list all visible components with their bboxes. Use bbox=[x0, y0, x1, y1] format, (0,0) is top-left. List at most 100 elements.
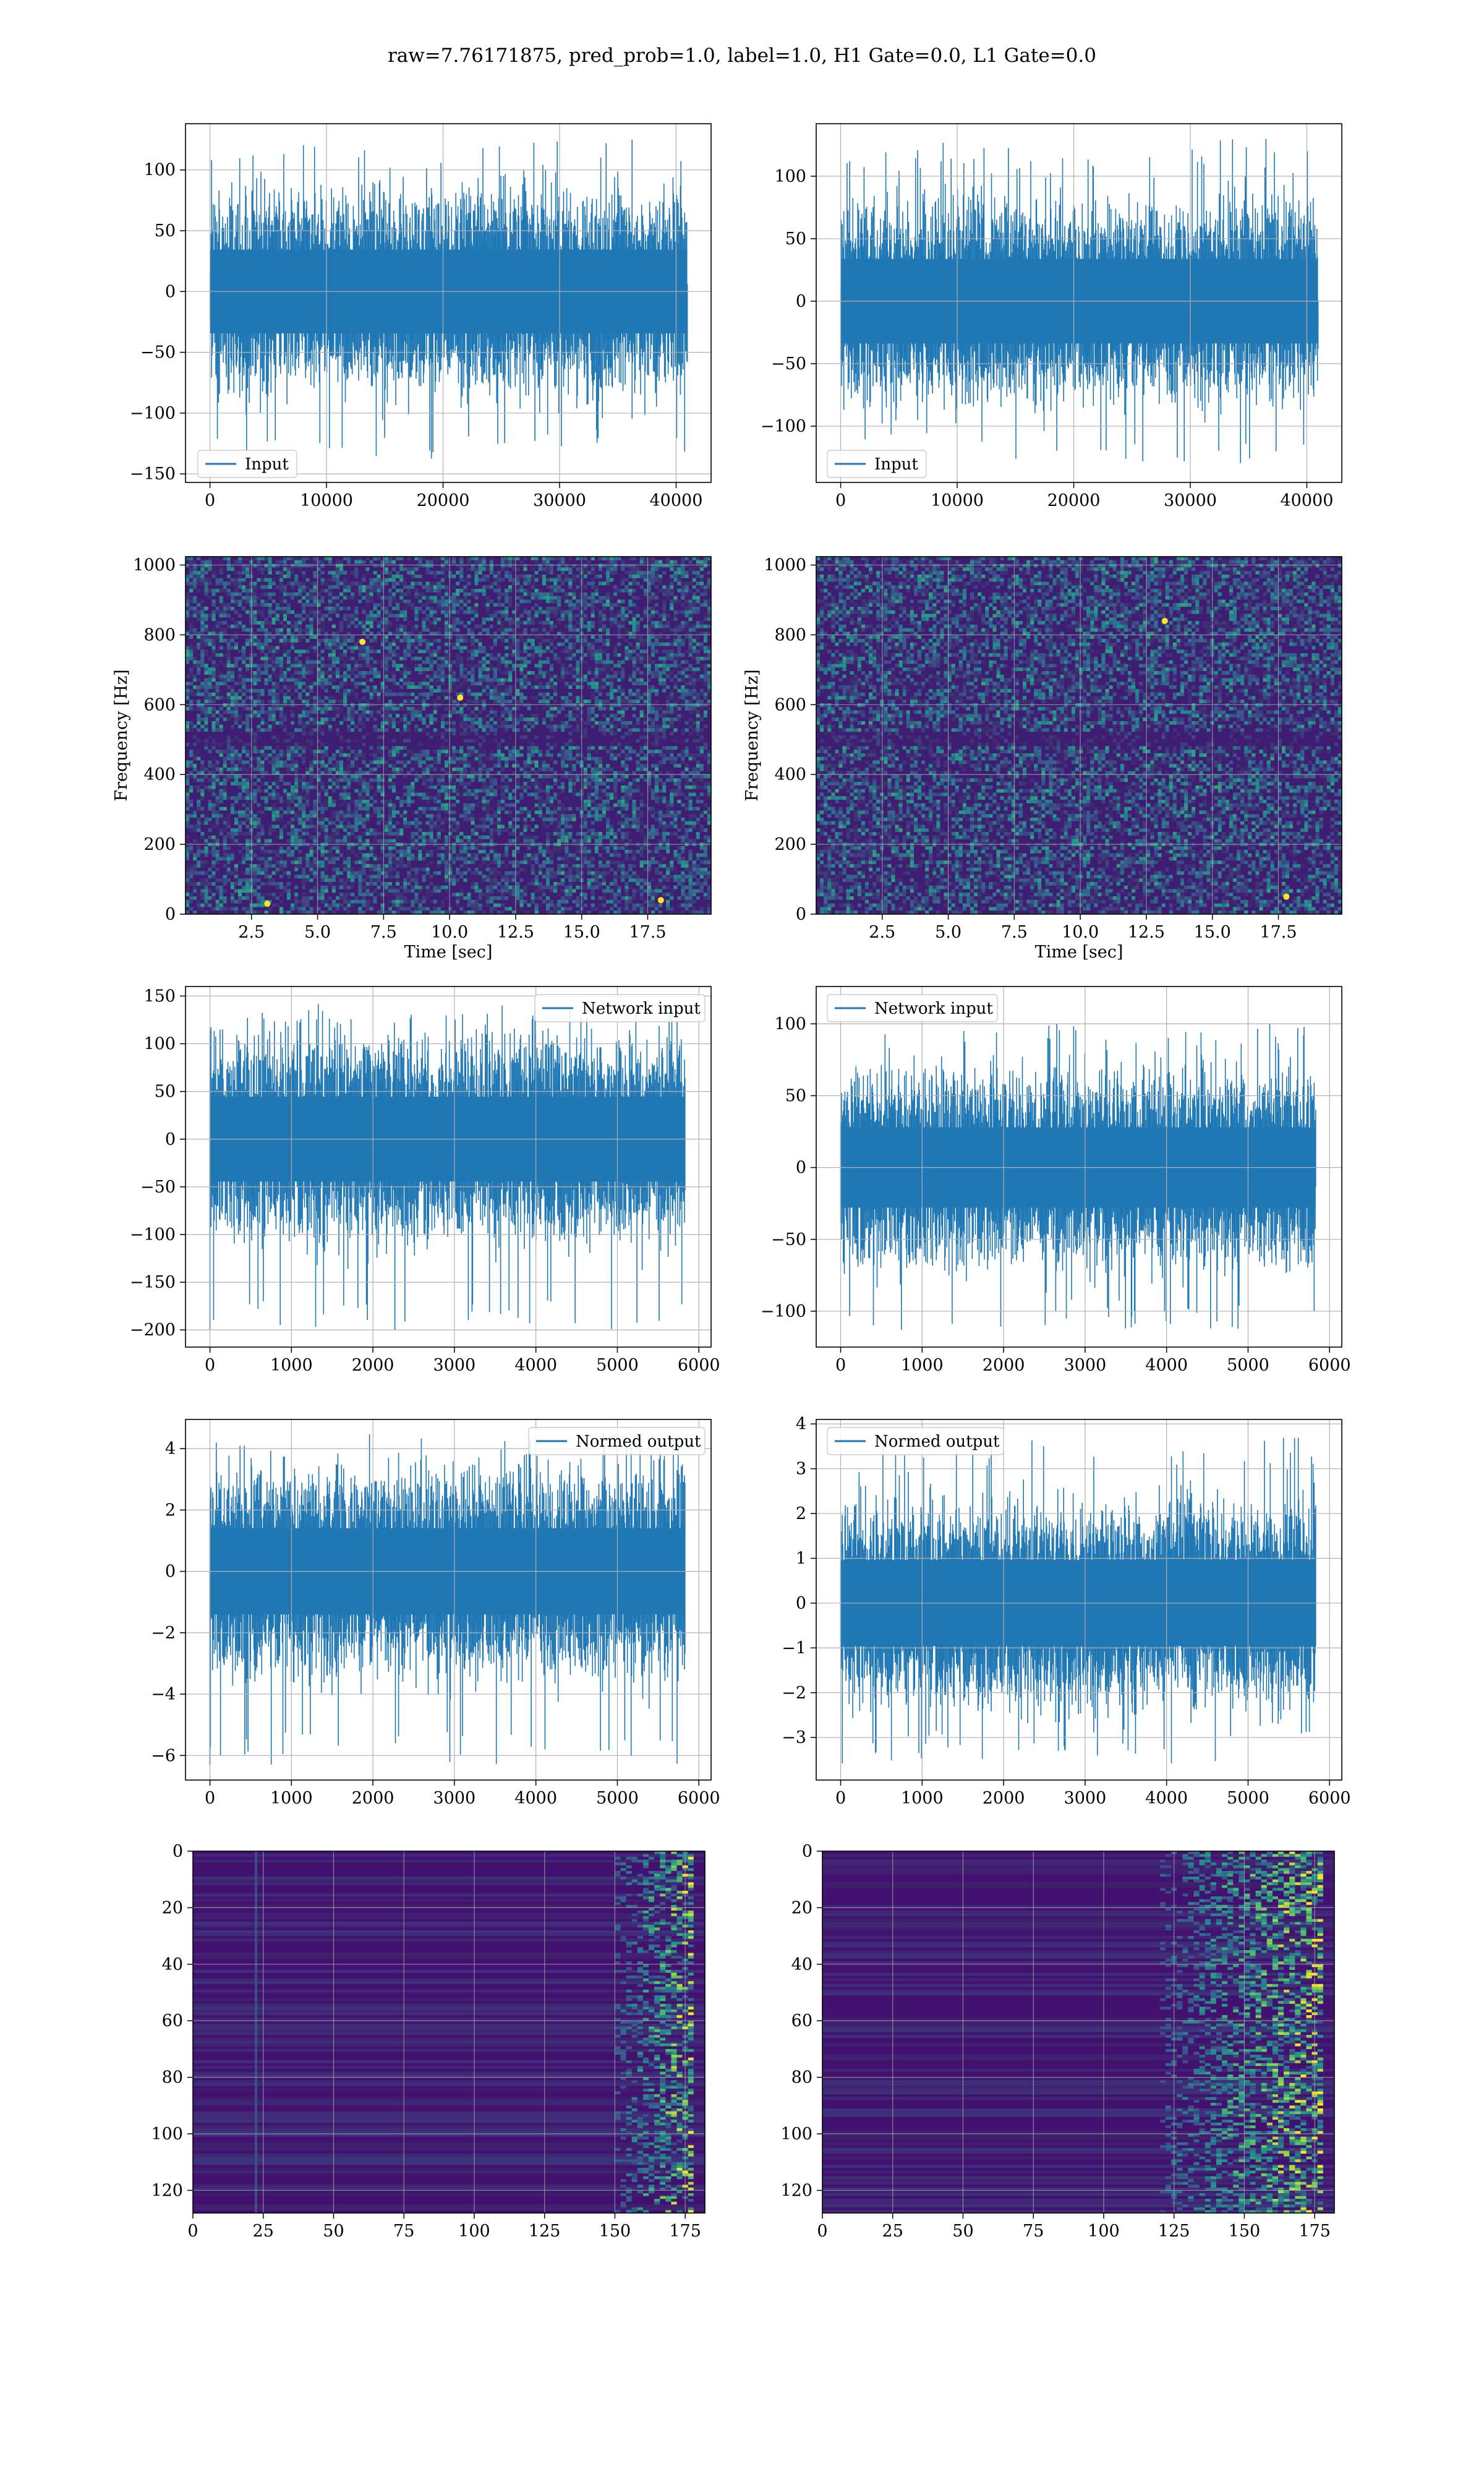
heatmap-cell bbox=[313, 635, 317, 639]
heatmap-cell bbox=[230, 678, 234, 682]
heatmap-cell bbox=[242, 857, 246, 861]
heatmap-cell bbox=[369, 878, 373, 882]
heatmap-cell bbox=[493, 674, 497, 678]
heatmap-cell bbox=[279, 771, 283, 775]
heatmap-cell bbox=[429, 589, 433, 593]
heatmap-cell bbox=[418, 756, 422, 761]
heatmap-cell bbox=[186, 803, 190, 807]
heatmap-cell bbox=[497, 903, 501, 907]
heatmap-cell bbox=[471, 814, 475, 818]
heatmap-cell bbox=[331, 899, 336, 904]
heatmap-cell bbox=[501, 578, 505, 582]
heatmap-cell bbox=[362, 864, 366, 868]
heatmap-cell bbox=[200, 889, 205, 893]
heatmap-cell bbox=[320, 807, 325, 811]
heatmap-cell bbox=[482, 667, 486, 671]
heatmap-cell bbox=[365, 785, 370, 789]
heatmap-cell bbox=[294, 810, 299, 815]
x-tick-label: 30000 bbox=[533, 491, 586, 510]
heatmap-cell bbox=[501, 656, 505, 661]
heatmap-cell bbox=[425, 567, 430, 571]
heatmap-cell bbox=[354, 835, 359, 839]
heatmap-cell bbox=[418, 610, 422, 614]
heatmap-cell bbox=[230, 835, 234, 839]
heatmap-cell bbox=[286, 700, 291, 703]
heatmap-cell bbox=[482, 778, 486, 782]
heatmap-cell bbox=[200, 728, 205, 732]
heatmap-cell bbox=[226, 750, 231, 753]
heatmap-cell bbox=[396, 635, 400, 639]
heatmap-cell bbox=[399, 624, 404, 628]
heatmap-cell bbox=[459, 563, 464, 568]
heatmap-cell bbox=[362, 578, 366, 582]
heatmap-cell bbox=[317, 567, 321, 571]
heatmap-cell bbox=[279, 817, 283, 821]
heatmap-cell bbox=[429, 735, 433, 739]
heatmap-cell bbox=[317, 571, 321, 575]
heatmap-cell bbox=[508, 624, 513, 628]
heatmap-cell bbox=[485, 817, 490, 821]
heatmap-cell bbox=[351, 710, 355, 714]
heatmap-cell bbox=[226, 696, 231, 700]
heatmap-cell bbox=[275, 674, 279, 678]
heatmap-cell bbox=[497, 882, 501, 886]
heatmap-cell bbox=[211, 628, 216, 632]
heatmap-cell bbox=[467, 860, 471, 865]
heatmap-cell bbox=[226, 667, 231, 671]
heatmap-cell bbox=[253, 750, 257, 753]
heatmap-cell bbox=[200, 860, 205, 865]
heatmap-cell bbox=[268, 892, 272, 897]
heatmap-cell bbox=[429, 778, 433, 782]
heatmap-cell bbox=[193, 571, 197, 575]
heatmap-cell bbox=[396, 653, 400, 657]
heatmap-cell bbox=[291, 732, 295, 735]
heatmap-cell bbox=[268, 603, 272, 607]
heatmap-cell bbox=[407, 557, 411, 560]
heatmap-cell bbox=[215, 653, 220, 657]
heatmap-cell bbox=[283, 557, 287, 560]
heatmap-cell bbox=[347, 796, 351, 800]
heatmap-cell bbox=[313, 814, 317, 818]
heatmap-cell bbox=[286, 664, 291, 668]
heatmap-cell bbox=[238, 603, 242, 607]
heatmap-cell bbox=[354, 642, 359, 646]
heatmap-cell bbox=[271, 649, 276, 654]
heatmap-cell bbox=[215, 860, 220, 865]
heatmap-cell bbox=[343, 867, 348, 871]
heatmap-cell bbox=[230, 768, 234, 771]
heatmap-cell bbox=[286, 753, 291, 757]
heatmap-cell bbox=[489, 839, 493, 843]
heatmap-cell bbox=[257, 864, 261, 868]
heatmap-cell bbox=[189, 631, 194, 636]
heatmap-cell bbox=[459, 599, 464, 604]
heatmap-cell bbox=[388, 664, 392, 668]
heatmap-cell bbox=[422, 875, 426, 879]
heatmap-cell bbox=[302, 596, 306, 600]
heatmap-cell bbox=[298, 557, 302, 560]
heatmap-cell bbox=[200, 814, 205, 818]
heatmap-cell bbox=[320, 899, 325, 904]
heatmap-cell bbox=[478, 578, 482, 582]
heatmap-cell bbox=[238, 624, 242, 628]
heatmap-cell bbox=[302, 896, 306, 900]
heatmap-cell bbox=[264, 789, 268, 793]
heatmap-cell bbox=[444, 764, 448, 768]
heatmap-cell bbox=[362, 735, 366, 739]
heatmap-cell bbox=[384, 671, 388, 675]
heatmap-cell bbox=[388, 850, 392, 854]
heatmap-cell bbox=[339, 581, 343, 586]
heatmap-cell bbox=[335, 760, 339, 764]
heatmap-cell bbox=[245, 760, 250, 764]
heatmap-cell bbox=[391, 846, 396, 850]
heatmap-cell bbox=[448, 653, 453, 657]
heatmap-cell bbox=[456, 878, 460, 882]
heatmap-cell bbox=[264, 746, 268, 750]
heatmap-cell bbox=[478, 871, 482, 875]
heatmap-cell bbox=[429, 656, 433, 661]
heatmap-cell bbox=[365, 903, 370, 907]
heatmap-cell bbox=[339, 853, 343, 857]
heatmap-cell bbox=[309, 896, 313, 900]
heatmap-cell bbox=[245, 628, 250, 632]
heatmap-cell bbox=[482, 688, 486, 693]
heatmap-cell bbox=[384, 557, 388, 560]
